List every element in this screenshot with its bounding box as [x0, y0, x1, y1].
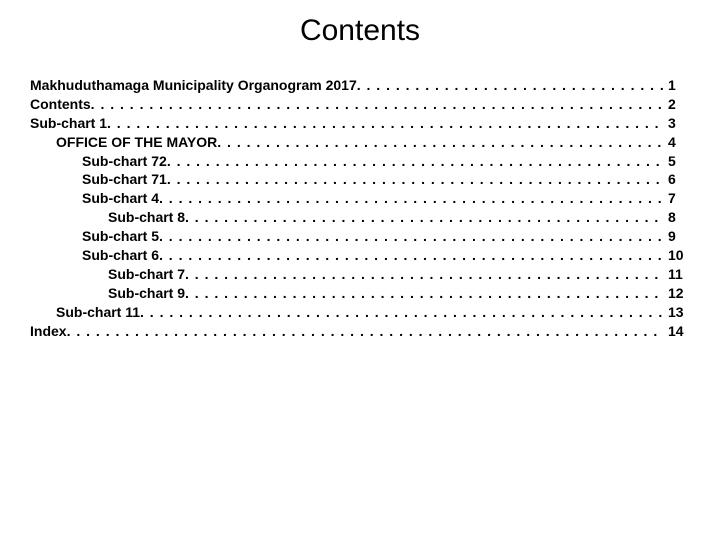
toc-entry: Sub-chart 7 11 [30, 265, 690, 284]
toc-entry-page: 13 [664, 303, 690, 322]
toc-leader-dots [185, 284, 664, 303]
toc-entry: Contents 2 [30, 95, 690, 114]
toc-entry: Sub-chart 8 8 [30, 208, 690, 227]
toc-leader-dots [140, 303, 664, 322]
document-page: Contents Makhuduthamaga Municipality Org… [0, 0, 720, 540]
toc-entry: Sub-chart 71 6 [30, 170, 690, 189]
toc-entry-label: Sub-chart 1 [30, 114, 107, 133]
toc-entry-page: 9 [664, 227, 690, 246]
table-of-contents: Makhuduthamaga Municipality Organogram 2… [30, 76, 690, 340]
toc-entry-label: Contents [30, 95, 91, 114]
toc-entry: Sub-chart 4 7 [30, 189, 690, 208]
toc-leader-dots [91, 95, 664, 114]
toc-entry: Sub-chart 9 12 [30, 284, 690, 303]
page-title: Contents [30, 14, 690, 48]
toc-entry-page: 1 [664, 76, 690, 95]
toc-entry: Sub-chart 6 10 [30, 246, 690, 265]
toc-entry-label: Sub-chart 7 [108, 265, 185, 284]
toc-leader-dots [159, 227, 664, 246]
toc-leader-dots [67, 322, 664, 341]
toc-entry-label: Sub-chart 71 [82, 170, 167, 189]
toc-entry-label: Makhuduthamaga Municipality Organogram 2… [30, 76, 357, 95]
toc-leader-dots [167, 170, 664, 189]
toc-entry-page: 10 [664, 246, 690, 265]
toc-entry-page: 11 [664, 265, 690, 284]
toc-entry-page: 12 [664, 284, 690, 303]
toc-entry: Index 14 [30, 322, 690, 341]
toc-leader-dots [159, 246, 664, 265]
toc-entry: Sub-chart 1 3 [30, 114, 690, 133]
toc-entry-page: 7 [664, 189, 690, 208]
toc-entry: OFFICE OF THE MAYOR 4 [30, 133, 690, 152]
toc-entry-label: Index [30, 322, 67, 341]
toc-entry-page: 2 [664, 95, 690, 114]
toc-leader-dots [217, 133, 664, 152]
toc-leader-dots [357, 76, 664, 95]
toc-leader-dots [185, 208, 664, 227]
toc-entry: Sub-chart 11 13 [30, 303, 690, 322]
toc-leader-dots [159, 189, 664, 208]
toc-entry-label: Sub-chart 72 [82, 152, 167, 171]
toc-entry-page: 8 [664, 208, 690, 227]
toc-leader-dots [185, 265, 664, 284]
toc-entry-page: 6 [664, 170, 690, 189]
toc-entry-label: Sub-chart 11 [56, 303, 140, 322]
toc-entry-label: Sub-chart 5 [82, 227, 159, 246]
toc-entry: Makhuduthamaga Municipality Organogram 2… [30, 76, 690, 95]
toc-leader-dots [107, 114, 664, 133]
toc-entry-page: 4 [664, 133, 690, 152]
toc-entry-label: OFFICE OF THE MAYOR [56, 133, 217, 152]
toc-entry-label: Sub-chart 4 [82, 189, 159, 208]
toc-entry-page: 14 [664, 322, 690, 341]
toc-entry-page: 3 [664, 114, 690, 133]
toc-entry-page: 5 [664, 152, 690, 171]
toc-entry-label: Sub-chart 8 [108, 208, 185, 227]
toc-entry-label: Sub-chart 9 [108, 284, 185, 303]
toc-entry: Sub-chart 72 5 [30, 152, 690, 171]
toc-leader-dots [167, 152, 664, 171]
toc-entry-label: Sub-chart 6 [82, 246, 159, 265]
toc-entry: Sub-chart 5 9 [30, 227, 690, 246]
